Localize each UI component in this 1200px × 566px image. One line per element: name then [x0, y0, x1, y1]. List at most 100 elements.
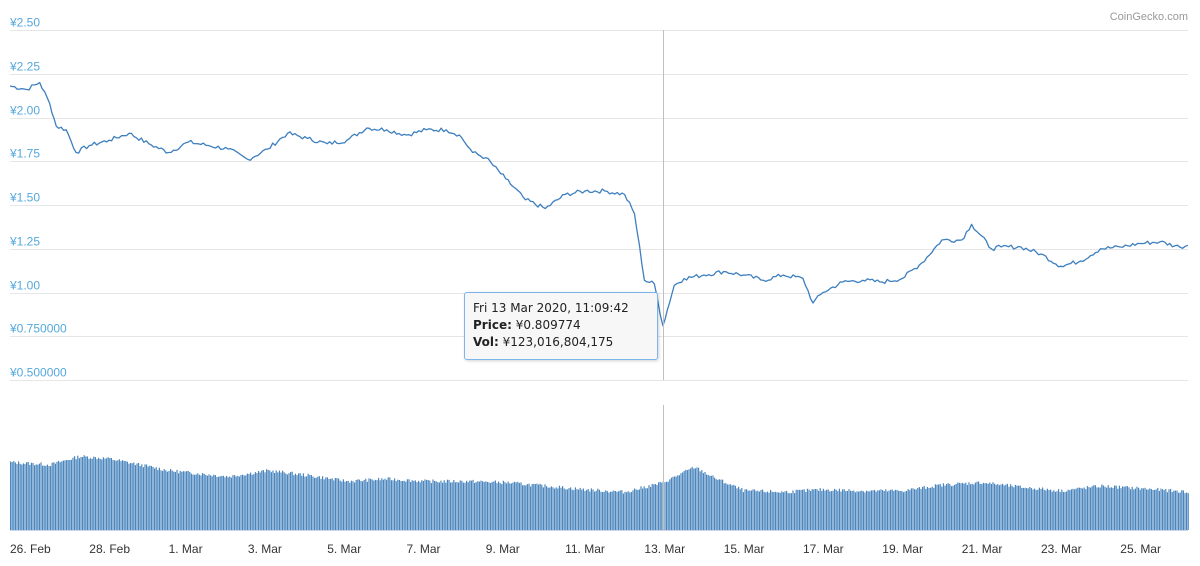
- x-tick-label: 28. Feb: [89, 542, 130, 556]
- volume-bar: [432, 479, 434, 530]
- volume-bar: [98, 457, 100, 530]
- volume-bar: [110, 458, 112, 530]
- x-tick-label: 7. Mar: [407, 542, 441, 556]
- volume-bar: [107, 457, 109, 530]
- volume-bar: [792, 490, 794, 530]
- volume-bar: [827, 489, 829, 530]
- volume-bar: [35, 464, 37, 530]
- volume-bar: [536, 483, 538, 530]
- tooltip-date: Fri 13 Mar 2020, 11:09:42: [473, 301, 629, 315]
- volume-bar: [453, 480, 455, 530]
- volume-bar: [632, 490, 634, 530]
- volume-bar: [400, 480, 402, 530]
- volume-bar: [976, 481, 978, 530]
- volume-bar: [754, 489, 756, 530]
- volume-bar: [472, 479, 474, 530]
- volume-bar: [826, 489, 828, 530]
- volume-bar: [442, 482, 444, 530]
- volume-bar: [494, 480, 496, 530]
- volume-bar: [1128, 487, 1130, 530]
- x-tick-label: 21. Mar: [962, 542, 1003, 556]
- volume-bar: [845, 491, 847, 530]
- volume-bar: [358, 479, 360, 530]
- x-tick-label: 17. Mar: [803, 542, 844, 556]
- volume-bar: [928, 487, 930, 530]
- volume-bar: [741, 488, 743, 530]
- volume-bar: [811, 489, 813, 530]
- volume-bar: [1102, 485, 1104, 530]
- volume-bar: [984, 483, 986, 530]
- volume-bar: [250, 472, 252, 530]
- volume-bar: [704, 472, 706, 530]
- volume-bar: [390, 480, 392, 530]
- volume-bar: [706, 474, 708, 530]
- volume-bar: [1022, 487, 1024, 530]
- volume-bar: [123, 461, 125, 530]
- volume-bar: [189, 472, 191, 530]
- volume-bar: [192, 474, 194, 530]
- volume-bar: [992, 482, 994, 530]
- volume-bar: [1163, 490, 1165, 530]
- x-tick-label: 15. Mar: [724, 542, 765, 556]
- volume-bar: [1106, 487, 1108, 530]
- volume-bar: [534, 484, 536, 530]
- volume-bar: [773, 492, 775, 530]
- volume-bar: [744, 489, 746, 530]
- volume-bar: [624, 491, 626, 530]
- volume-bar: [736, 488, 738, 530]
- volume-bar: [179, 470, 181, 530]
- volume-bar: [934, 484, 936, 530]
- volume-bar: [821, 490, 823, 530]
- volume-bar: [376, 480, 378, 530]
- volume-bars: [10, 455, 1189, 530]
- volume-bar: [99, 458, 101, 530]
- volume-bar: [246, 473, 248, 530]
- volume-bar: [1011, 486, 1013, 530]
- volume-bar: [962, 482, 964, 530]
- volume-bar: [214, 475, 216, 530]
- volume-bar: [1030, 488, 1032, 530]
- volume-bar: [1003, 485, 1005, 530]
- volume-bar: [248, 474, 250, 530]
- volume-bar: [696, 467, 698, 530]
- volume-bar: [702, 473, 704, 530]
- volume-bar: [574, 487, 576, 530]
- volume-bar: [213, 474, 215, 530]
- volume-bar: [867, 491, 869, 530]
- volume-bar: [208, 474, 210, 530]
- volume-bar: [1045, 490, 1047, 530]
- volume-bar: [990, 484, 992, 530]
- tooltip-price-value: ¥0.809774: [515, 318, 581, 332]
- volume-bar: [274, 473, 276, 530]
- volume-bar: [1154, 489, 1156, 530]
- volume-bar: [763, 491, 765, 530]
- volume-bar: [458, 482, 460, 530]
- volume-bar: [219, 476, 221, 530]
- volume-bar: [899, 491, 901, 530]
- volume-bar: [600, 491, 602, 530]
- volume-bar: [202, 473, 204, 530]
- volume-bar: [781, 491, 783, 530]
- volume-bar: [1051, 491, 1053, 530]
- volume-bar: [786, 490, 788, 530]
- volume-bar: [877, 490, 879, 530]
- volume-bar: [411, 480, 413, 530]
- tooltip-vol-value: ¥123,016,804,175: [502, 335, 614, 349]
- volume-bar: [610, 491, 612, 530]
- volume-bar: [445, 482, 447, 530]
- tooltip-vol-label: Vol:: [473, 335, 499, 349]
- volume-bar: [680, 473, 682, 530]
- volume-bar: [328, 479, 330, 530]
- volume-bar: [70, 459, 72, 530]
- price-series-line[interactable]: [9, 81, 1189, 327]
- volume-bar: [963, 483, 965, 530]
- volume-bar: [1146, 489, 1148, 530]
- volume-bar: [1114, 485, 1116, 530]
- volume-bar: [664, 482, 666, 530]
- volume-bar: [408, 479, 410, 530]
- credit-text[interactable]: CoinGecko.com: [1110, 11, 1188, 23]
- volume-bar: [723, 483, 725, 530]
- volume-bar: [530, 486, 532, 530]
- volume-bar: [1021, 488, 1023, 530]
- volume-bar: [965, 482, 967, 530]
